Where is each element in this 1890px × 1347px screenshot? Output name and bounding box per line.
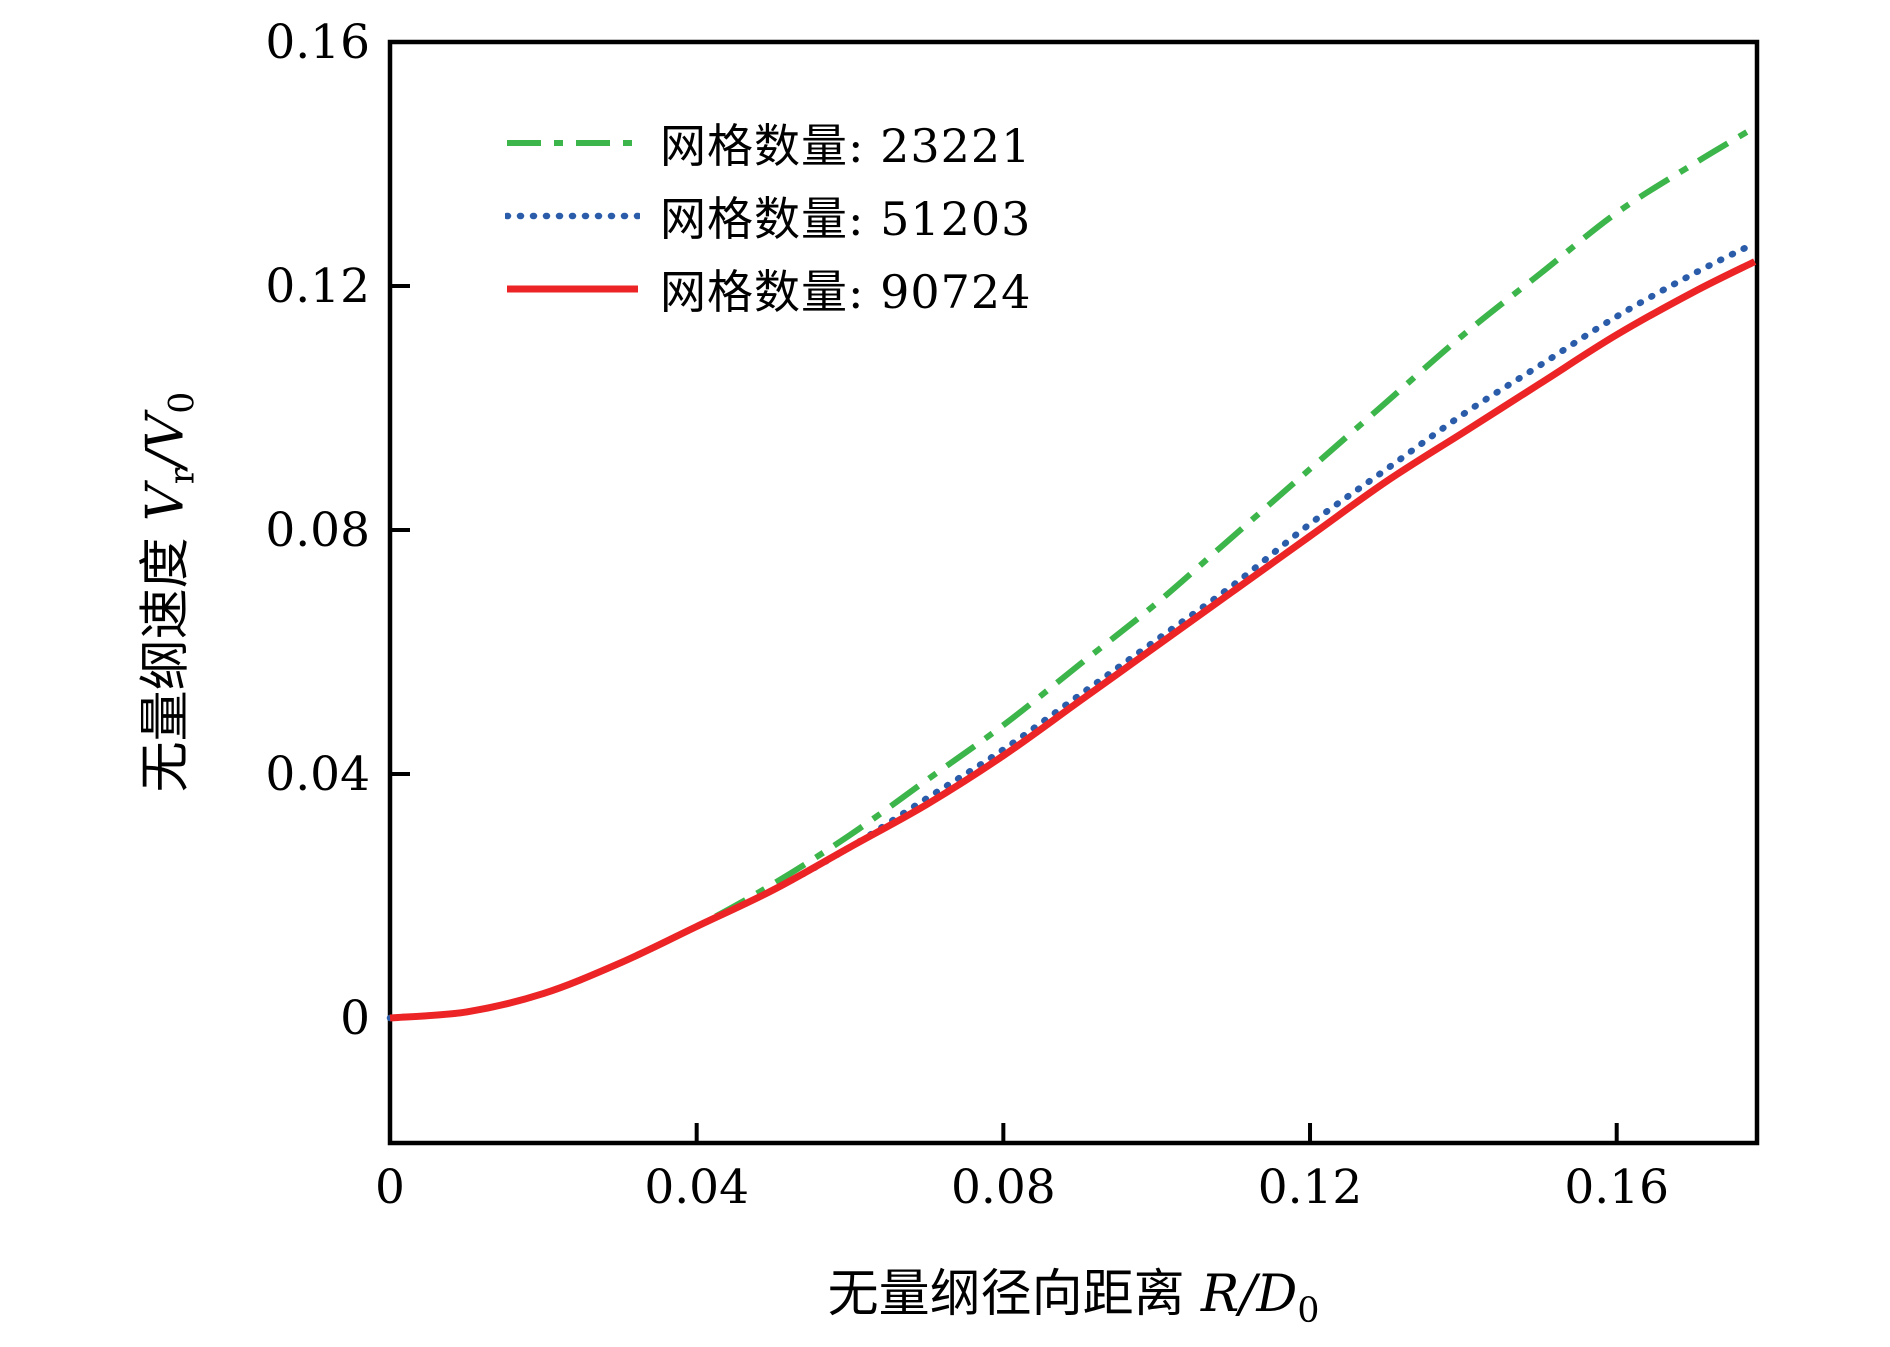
plot-border [387,39,1760,1146]
x-tick-label: 0.04 [644,1160,749,1215]
legend-label: 网格数量: 23221 [660,118,1032,173]
legend-item-mesh-51203: 网格数量: 51203 [505,187,1031,246]
y-axis-title-v1: V [136,484,196,522]
legend-line-sample-solid [507,285,638,292]
y-tick-label: 0.08 [265,503,370,558]
x-axis-title-math: R/D [1200,1265,1298,1324]
x-axis-title-text: 无量纲径向距离 [827,1265,1201,1324]
y-axis-title-sub-0: 0 [162,391,203,414]
series-curve-0 [389,124,1757,1021]
y-tick-label: 0.16 [265,15,370,70]
series-curve-1 [386,240,1758,1022]
y-axis-title-slash: / [136,450,196,468]
legend-line-sample-dashed [507,139,638,146]
legend-label: 网格数量: 51203 [660,191,1032,246]
legend-item-mesh-90724: 网格数量: 90724 [505,260,1031,319]
legend-item-mesh-23221: 网格数量: 23221 [505,114,1031,173]
y-axis-title-sub-r: r [162,467,203,485]
x-axis-title: 无量纲径向距离 R/D0 [390,1252,1757,1331]
y-axis-title-text: 无量纲速度 [136,521,196,793]
x-tick-label: 0.08 [951,1160,1056,1215]
series-curve-2 [389,258,1757,1022]
legend-line-sample-dotted [505,212,640,219]
y-tick-label: 0 [340,991,370,1046]
x-tick-label: 0 [375,1160,405,1215]
y-axis-title-v2: V [136,413,196,451]
x-tick-label: 0.12 [1258,1160,1363,1215]
x-tick-label: 0.16 [1564,1160,1669,1215]
y-axis-title: 无量纲速度 Vr/V0 [123,392,202,793]
legend-label: 网格数量: 90724 [660,264,1032,319]
y-tick-label: 0.04 [265,747,370,802]
chart-legend: 网格数量: 23221 网格数量: 51203 网格数量: 90724 [505,114,1031,319]
x-axis-title-sub: 0 [1297,1291,1320,1332]
y-tick-label: 0.12 [265,259,370,314]
